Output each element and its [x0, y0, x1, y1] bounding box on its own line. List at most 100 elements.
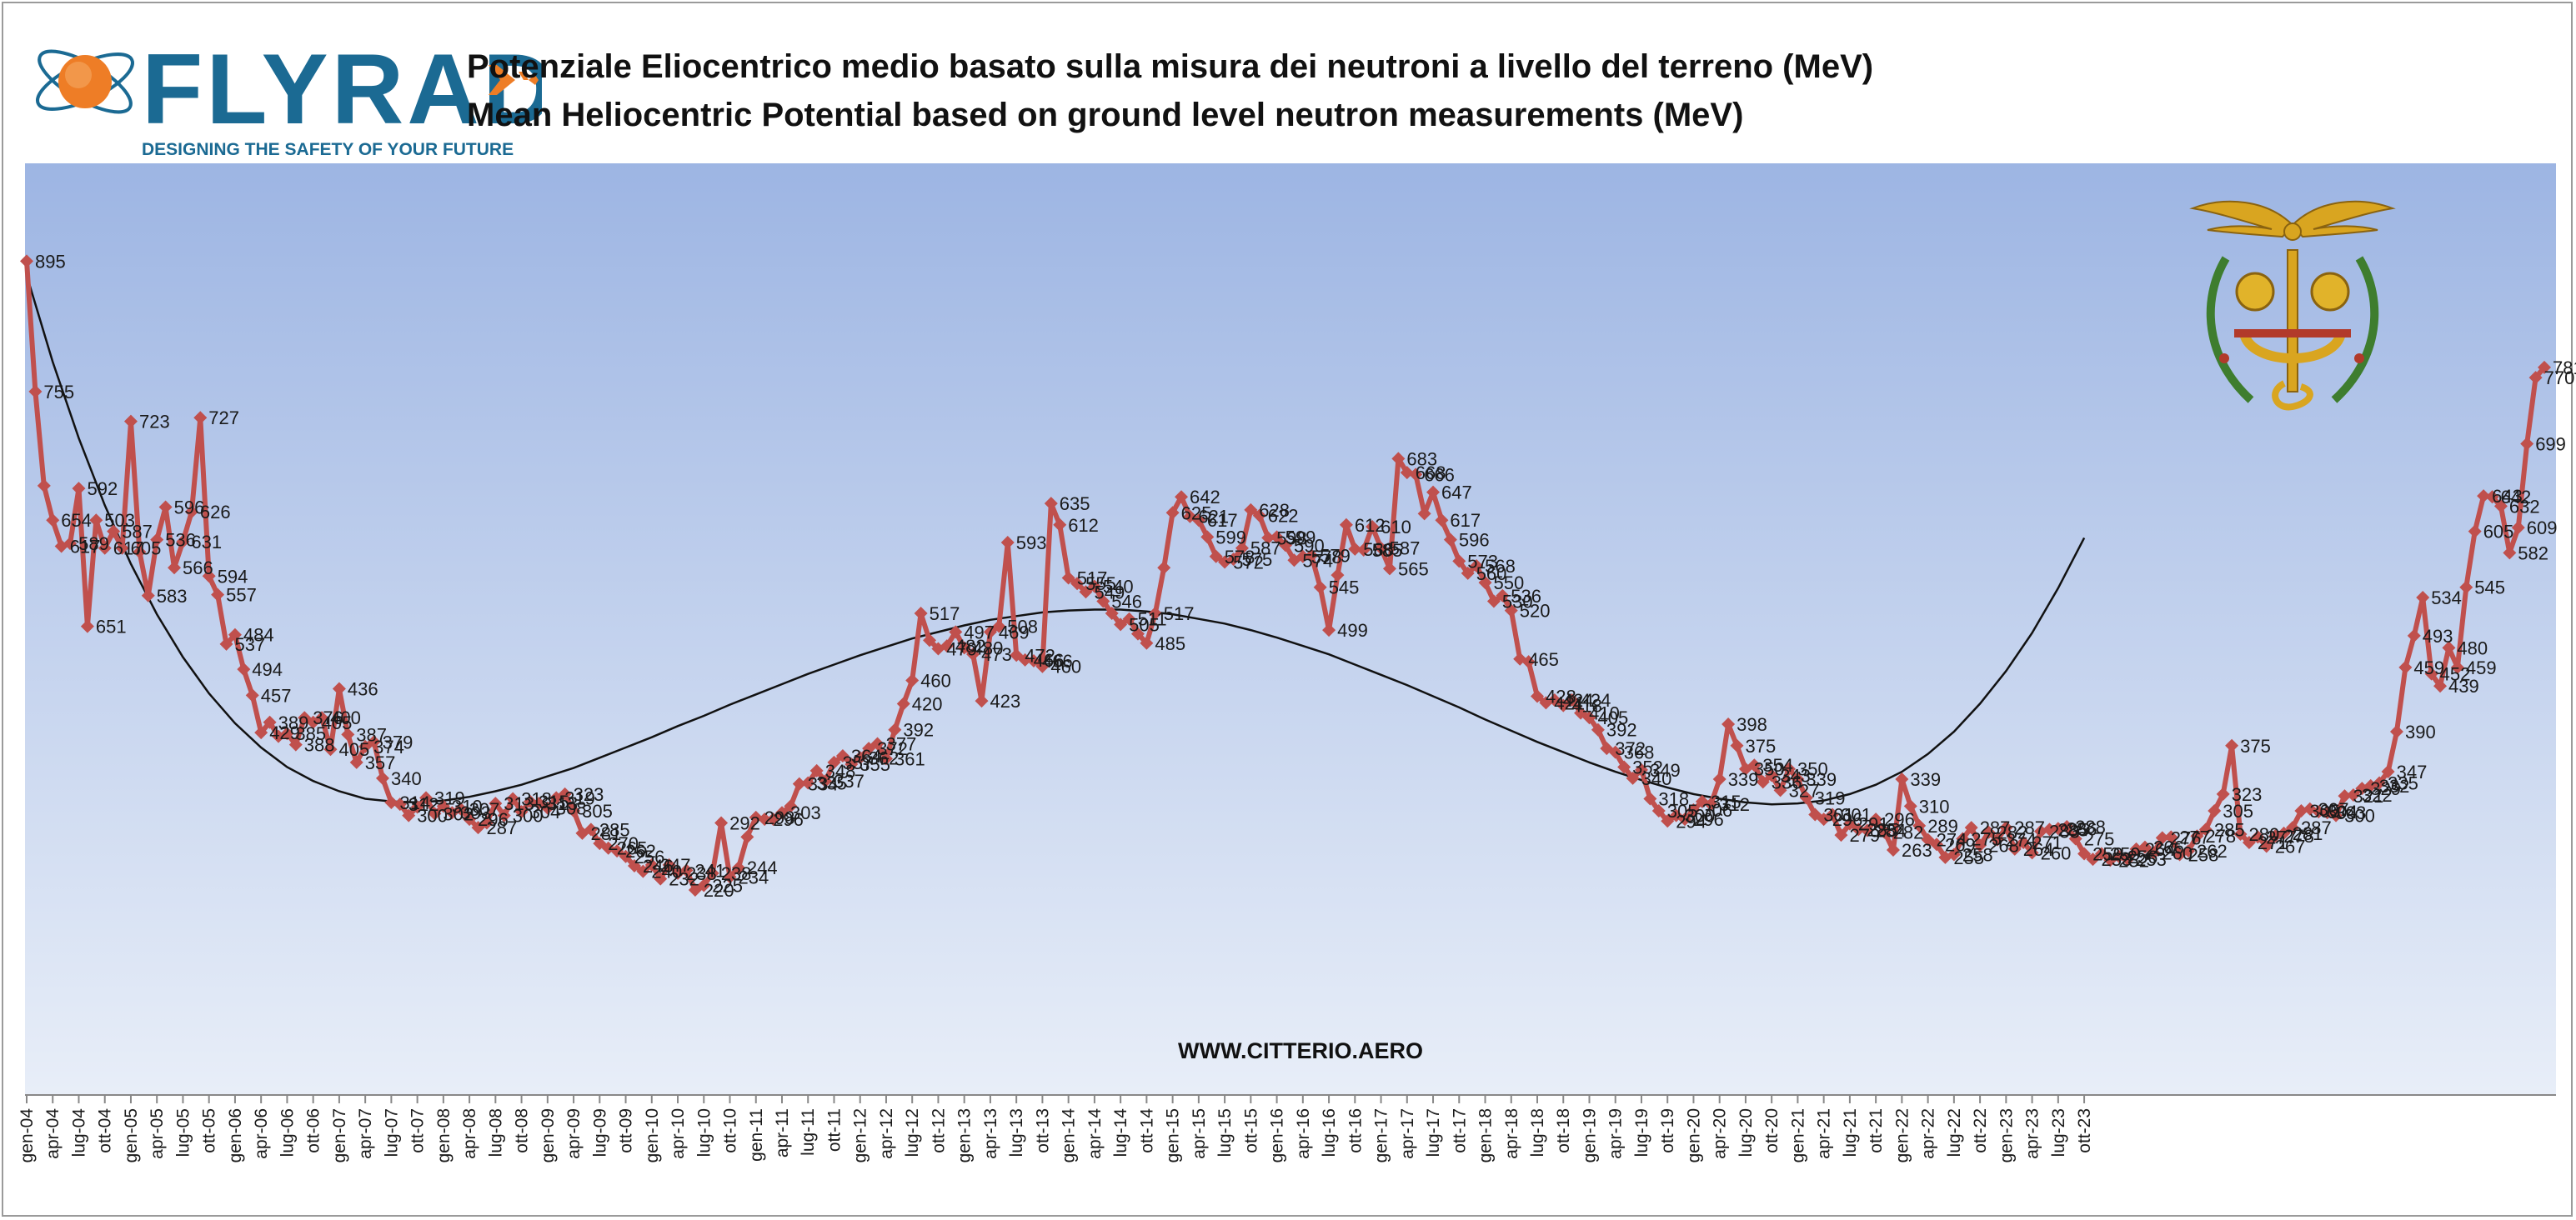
- x-axis: gen-04 apr-04 lug-04 ott-04 gen-05 apr-05 lug-…: [18, 1094, 2556, 1163]
- data-label: 355: [860, 754, 890, 775]
- data-point: [358, 739, 373, 753]
- data-point: [1531, 689, 1544, 703]
- data-label: 545: [2474, 578, 2505, 598]
- data-label: 497: [964, 622, 995, 642]
- data-point: [219, 637, 233, 651]
- data-label: 258: [1962, 845, 1993, 866]
- data-label: 375: [1746, 736, 1777, 757]
- data-point: [306, 715, 320, 729]
- trend-line-group: [25, 274, 2086, 806]
- data-label: 536: [165, 530, 196, 551]
- data-label: 392: [903, 720, 934, 741]
- data-point: [1122, 612, 1136, 626]
- data-point: [2329, 808, 2343, 822]
- data-label: 727: [208, 408, 239, 428]
- data-label: 484: [243, 625, 274, 646]
- data-point: [1547, 692, 1561, 707]
- data-label: 385: [295, 723, 326, 744]
- data-point: [1105, 606, 1119, 620]
- data-point: [2017, 836, 2031, 850]
- x-tick-label: apr-13: [981, 1108, 1000, 1159]
- data-label: 503: [104, 510, 135, 531]
- data-point: [1895, 772, 1909, 786]
- data-point: [288, 738, 303, 752]
- data-point: [1070, 577, 1085, 591]
- data-point: [497, 808, 511, 822]
- data-label: 626: [200, 502, 231, 522]
- left-laurel: [2206, 256, 2254, 403]
- data-label: 274: [2006, 830, 2037, 851]
- data-label: 296: [1832, 809, 1863, 830]
- data-label: 536: [1511, 586, 1541, 607]
- data-label: 683: [1406, 448, 1437, 469]
- laurel-berry: [2354, 353, 2364, 363]
- data-point: [193, 411, 208, 425]
- x-tick-label: ott-17: [1450, 1108, 1469, 1153]
- x-tick-label: gen-18: [1476, 1108, 1496, 1162]
- data-point: [1591, 722, 1605, 737]
- x-tick-label: lug-15: [1215, 1108, 1235, 1157]
- data-label: 256: [2127, 847, 2158, 868]
- laurel-berry: [2219, 353, 2229, 363]
- data-label: 583: [157, 586, 188, 607]
- data-label: 301: [1841, 805, 1872, 826]
- data-point: [1808, 808, 1822, 822]
- data-label: 405: [1598, 708, 1629, 728]
- data-point: [975, 694, 989, 708]
- data-point: [775, 806, 789, 820]
- x-tick-label: gen-04: [18, 1108, 37, 1163]
- data-point: [1756, 775, 1770, 789]
- data-label: 286: [2067, 818, 2097, 839]
- data-point: [923, 633, 937, 648]
- x-tick-label: ott-23: [2075, 1108, 2094, 1153]
- data-label: 555: [1085, 573, 1116, 594]
- data-point: [1452, 554, 1466, 568]
- data-point: [654, 872, 668, 886]
- data-point: [202, 569, 216, 583]
- data-label: 294: [1676, 811, 1706, 832]
- data-point: [489, 797, 503, 811]
- data-label: 357: [843, 752, 874, 773]
- data-label: 278: [2283, 826, 2314, 847]
- data-label: 310: [452, 796, 483, 817]
- data-label: 494: [252, 659, 283, 680]
- data-label: 460: [920, 671, 951, 692]
- data-label: 321: [2353, 786, 2384, 807]
- data-label: 281: [591, 823, 622, 844]
- x-tick-label: gen-14: [1060, 1108, 1079, 1163]
- data-label: 666: [1424, 464, 1455, 485]
- data-point: [184, 505, 198, 519]
- data-point: [1496, 588, 1510, 602]
- data-point: [254, 726, 268, 740]
- data-label: 276: [2171, 828, 2202, 848]
- x-tick-label: lug-12: [903, 1108, 922, 1157]
- data-point: [1382, 562, 1396, 576]
- data-point: [410, 800, 424, 814]
- right-laurel: [2331, 256, 2379, 403]
- data-label: 268: [1988, 835, 2019, 856]
- data-label: 291: [1858, 814, 1889, 835]
- data-label: 374: [373, 737, 404, 758]
- data-label: 318: [521, 789, 552, 810]
- data-point: [1826, 808, 1840, 822]
- data-label: 578: [1225, 547, 1255, 568]
- x-tick-label: lug-13: [1007, 1108, 1026, 1157]
- data-label: 550: [1494, 572, 1525, 593]
- data-point: [593, 837, 607, 851]
- data-label: 375: [2240, 736, 2271, 757]
- data-label: 505: [1129, 614, 1160, 635]
- data-label: 361: [895, 748, 925, 769]
- data-label: 329: [2370, 778, 2401, 799]
- data-point: [1799, 791, 1813, 805]
- data-label: 534: [2431, 588, 2462, 608]
- data-label: 287: [487, 818, 518, 838]
- data-label: 582: [2518, 542, 2548, 563]
- data-point: [1730, 738, 1744, 752]
- data-point: [1374, 541, 1388, 555]
- data-label: 354: [1762, 755, 1793, 776]
- data-label: 405: [339, 739, 370, 760]
- data-point: [2147, 846, 2161, 860]
- data-label: 599: [1215, 527, 1246, 548]
- x-tick-label: apr-18: [1502, 1108, 1521, 1159]
- data-point: [2251, 830, 2265, 844]
